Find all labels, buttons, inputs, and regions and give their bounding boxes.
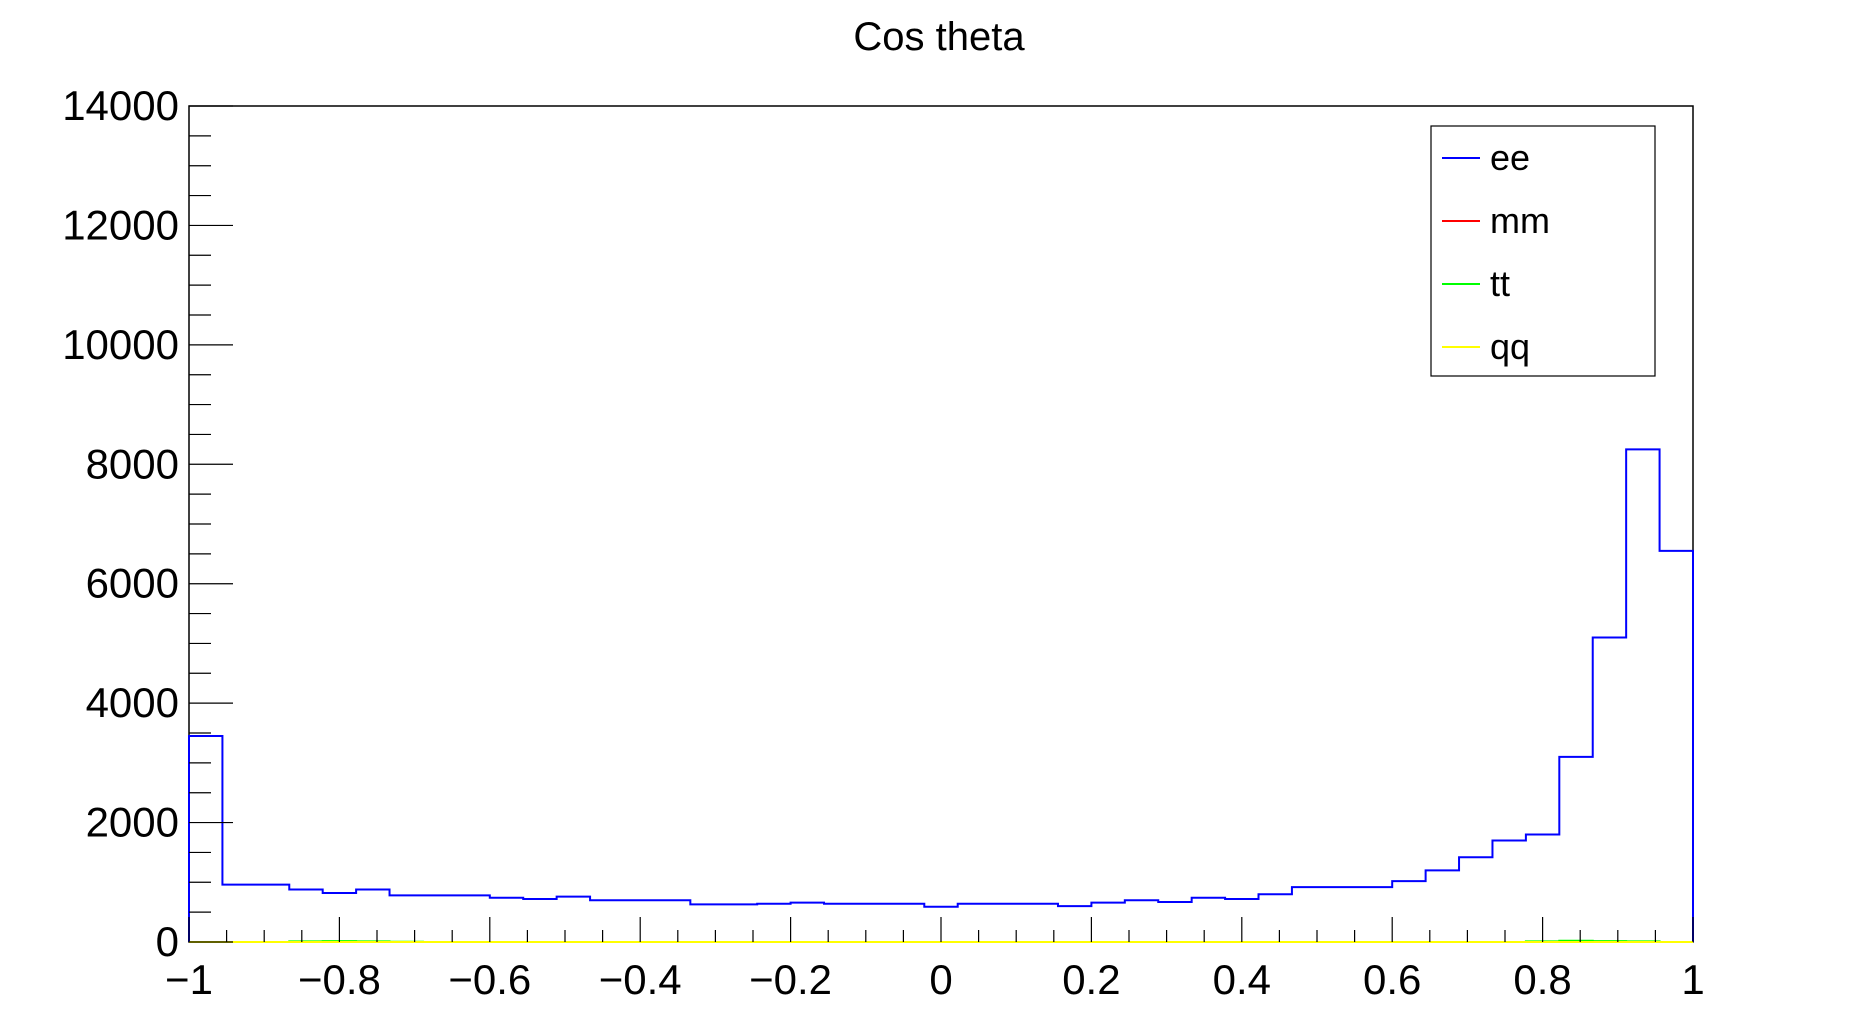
- y-tick-label: 14000: [62, 82, 179, 129]
- axis-layer: −1 −0.8 −0.6 −0.4 −0.2 0 0.2 0.4 0.6 0.8 1 0 2000 400…: [62, 82, 1704, 1003]
- x-tick-label: −0.6: [448, 956, 531, 1003]
- y-tick-label: 10000: [62, 321, 179, 368]
- x-tick-label: 0: [929, 956, 952, 1003]
- x-tick-label: 0.8: [1513, 956, 1571, 1003]
- x-tick-label: 1: [1681, 956, 1704, 1003]
- series-layer: [188, 448, 1694, 943]
- legend-box: [1430, 125, 1656, 377]
- legend-label-mm: mm: [1490, 200, 1550, 241]
- legend: ee mm tt qq: [1430, 125, 1656, 377]
- legend-label-ee: ee: [1490, 137, 1530, 178]
- y-tick-label: 0: [156, 918, 179, 965]
- x-tick-label: 0.2: [1062, 956, 1120, 1003]
- y-tick-label: 4000: [86, 679, 179, 726]
- series-ee-line: [188, 448, 1694, 942]
- legend-label-qq: qq: [1490, 326, 1530, 367]
- x-tick-label: −0.8: [298, 956, 381, 1003]
- legend-entries: ee mm tt qq: [1442, 137, 1550, 367]
- y-tick-label: 2000: [86, 799, 179, 846]
- y-tick-label: 6000: [86, 560, 179, 607]
- chart-title: Cos theta: [853, 15, 1025, 59]
- y-tick-label: 8000: [86, 440, 179, 487]
- x-tick-label: 0.6: [1363, 956, 1421, 1003]
- y-tick-label: 12000: [62, 201, 179, 248]
- x-tick-label: 0.4: [1213, 956, 1271, 1003]
- x-tick-label: −1: [165, 956, 213, 1003]
- legend-label-tt: tt: [1490, 263, 1510, 304]
- x-tick-label: −0.2: [749, 956, 832, 1003]
- x-tick-label: −0.4: [599, 956, 682, 1003]
